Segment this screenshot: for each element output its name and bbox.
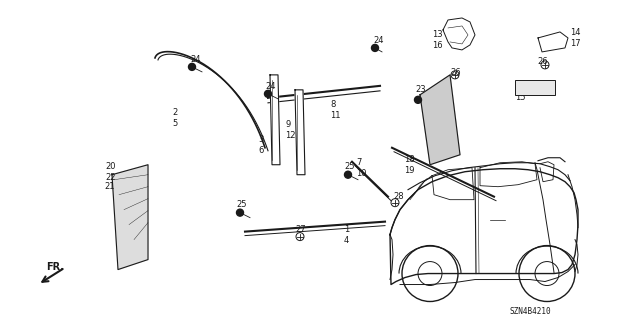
Text: 21: 21 [104, 182, 115, 191]
Polygon shape [420, 75, 460, 165]
Circle shape [189, 63, 195, 70]
Text: 23: 23 [415, 85, 426, 94]
Text: 1
4: 1 4 [344, 225, 349, 245]
Text: 25: 25 [236, 200, 246, 209]
Text: 27: 27 [295, 225, 306, 234]
Text: 7
10: 7 10 [356, 158, 367, 178]
Circle shape [237, 209, 243, 216]
Text: 28: 28 [393, 192, 404, 201]
Text: 3
6: 3 6 [258, 135, 264, 155]
Text: SZN4B4210: SZN4B4210 [510, 308, 552, 316]
Text: 9
12: 9 12 [285, 120, 296, 140]
Polygon shape [443, 18, 475, 50]
Polygon shape [112, 165, 148, 270]
Circle shape [344, 171, 351, 178]
Circle shape [264, 90, 271, 97]
Text: 8
11: 8 11 [330, 100, 340, 120]
Polygon shape [538, 32, 568, 52]
Polygon shape [515, 80, 555, 95]
Text: 13
16: 13 16 [432, 30, 443, 50]
Text: 26: 26 [537, 57, 548, 66]
Text: 24: 24 [190, 55, 200, 64]
Polygon shape [295, 90, 305, 175]
Text: 2
5: 2 5 [172, 108, 177, 128]
Text: 20
22: 20 22 [105, 162, 115, 182]
Text: 24: 24 [373, 36, 383, 45]
Text: 15: 15 [515, 93, 525, 102]
Circle shape [415, 96, 422, 103]
Text: 26: 26 [450, 68, 461, 77]
Text: 18
19: 18 19 [404, 155, 415, 175]
Polygon shape [270, 75, 280, 165]
Text: 25: 25 [344, 162, 355, 171]
Text: 14
17: 14 17 [570, 28, 580, 48]
Circle shape [371, 44, 378, 51]
Text: 24: 24 [265, 82, 275, 91]
Text: FR.: FR. [46, 262, 64, 271]
